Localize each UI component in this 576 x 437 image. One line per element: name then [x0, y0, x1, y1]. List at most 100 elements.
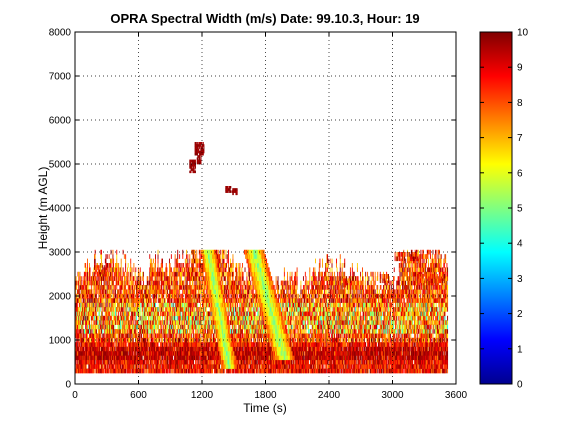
heat-cell — [209, 258, 211, 264]
heat-cell — [155, 333, 156, 339]
heat-cell — [102, 302, 104, 308]
heat-cell — [109, 320, 111, 325]
heat-cell — [112, 311, 114, 317]
heat-cell — [224, 315, 226, 321]
heat-cell — [151, 329, 153, 334]
heat-cell — [89, 289, 91, 295]
heat-cell — [161, 351, 163, 356]
heat-cell — [214, 324, 216, 330]
heat-cell — [131, 346, 133, 352]
heat-cell — [77, 280, 79, 286]
heat-cell — [207, 368, 209, 374]
heat-cell — [107, 307, 109, 312]
heat-cell — [223, 333, 225, 339]
heat-cell — [108, 293, 110, 299]
heat-cell — [219, 329, 221, 334]
heat-cell — [208, 351, 210, 356]
heat-cell — [108, 359, 109, 365]
heat-cell — [157, 351, 159, 356]
heat-cell — [188, 298, 190, 303]
heat-cell — [189, 293, 191, 299]
heat-cell — [90, 364, 92, 369]
heat-cell — [87, 355, 89, 361]
heat-cell — [86, 333, 88, 339]
heat-cell — [137, 351, 139, 356]
heat-cell — [218, 324, 220, 330]
heat-cell — [78, 324, 80, 330]
heat-cell — [121, 298, 123, 303]
heat-cell — [102, 351, 104, 356]
heat-cell — [134, 324, 136, 330]
heat-cell — [94, 320, 95, 325]
heat-cell — [130, 346, 132, 352]
heat-cell — [139, 342, 141, 347]
heat-cell — [101, 285, 103, 290]
heat-cell — [182, 311, 184, 317]
heat-cell — [190, 276, 192, 281]
heat-cell — [164, 368, 166, 374]
heat-cell — [81, 364, 83, 369]
heat-cell — [174, 280, 175, 286]
heat-cell — [99, 337, 101, 343]
heat-cell — [214, 311, 215, 317]
heat-cell — [95, 364, 97, 369]
heat-cell — [160, 311, 162, 317]
heat-cell — [222, 263, 224, 268]
heat-cell — [179, 298, 181, 303]
heat-cell — [102, 293, 104, 299]
heat-cell — [205, 267, 207, 273]
heat-cell — [156, 333, 158, 339]
heat-cell — [97, 315, 99, 321]
heat-cell — [215, 315, 217, 321]
heat-cell — [160, 271, 162, 277]
heat-cell — [224, 276, 226, 281]
heat-cell — [100, 254, 102, 259]
heat-cell — [133, 355, 135, 361]
heat-cell — [145, 289, 147, 295]
heat-cell — [139, 285, 141, 290]
heat-cell — [163, 289, 165, 295]
heat-cell — [184, 329, 186, 334]
heat-cell — [119, 324, 121, 330]
heat-cell — [108, 355, 109, 361]
heat-cell — [78, 315, 80, 321]
heat-cell — [99, 333, 101, 339]
heat-cell — [160, 359, 162, 365]
heat-cell — [139, 368, 141, 374]
heat-cell — [77, 333, 79, 339]
heat-cell — [81, 311, 83, 317]
heat-cell — [156, 364, 158, 369]
heat-cell — [94, 355, 95, 361]
heat-cell — [92, 298, 94, 303]
heat-cell — [168, 359, 170, 365]
heat-cell — [76, 351, 78, 356]
heat-cell — [220, 302, 222, 308]
heat-cell — [87, 315, 89, 321]
heat-cell — [101, 364, 102, 369]
heat-cell — [135, 346, 137, 352]
heat-cell — [99, 351, 101, 356]
heat-cell — [184, 320, 186, 325]
heat-cell — [142, 285, 144, 290]
heat-cell — [156, 342, 158, 347]
heat-cell — [222, 249, 224, 255]
heat-cell — [195, 351, 197, 356]
heat-cell — [144, 289, 146, 295]
heat-cell — [111, 302, 113, 308]
heat-cell — [163, 289, 165, 295]
heat-cell — [187, 346, 189, 352]
heat-cell — [177, 315, 179, 321]
heat-cell — [174, 359, 175, 365]
heat-cell — [153, 315, 155, 321]
heat-cell — [215, 324, 217, 330]
heat-cell — [95, 351, 97, 356]
heat-cell — [189, 346, 191, 352]
heat-cell — [78, 289, 80, 295]
heat-cell — [105, 298, 107, 303]
heat-cell — [213, 289, 215, 295]
heat-cell — [103, 346, 105, 352]
heat-cell — [106, 307, 108, 312]
heat-cell — [210, 289, 212, 295]
heat-cell — [163, 346, 165, 352]
heat-cell — [196, 258, 198, 264]
